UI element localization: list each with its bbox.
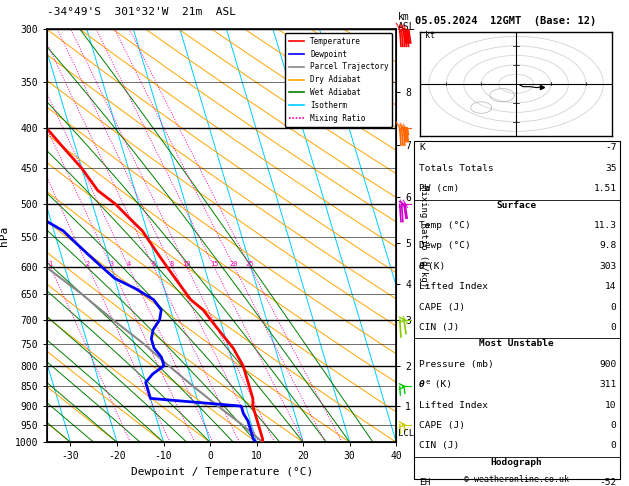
- Text: 1: 1: [48, 261, 52, 267]
- Text: /: /: [401, 315, 411, 325]
- Text: 10: 10: [605, 400, 616, 410]
- Text: (K): (K): [428, 262, 445, 271]
- Text: Most Unstable: Most Unstable: [479, 339, 554, 348]
- Y-axis label: hPa: hPa: [0, 226, 9, 246]
- Text: PW (cm): PW (cm): [419, 184, 459, 193]
- Text: K: K: [419, 143, 425, 153]
- Text: 4: 4: [126, 261, 131, 267]
- Text: /: /: [401, 123, 411, 133]
- Text: Pressure (mb): Pressure (mb): [419, 360, 494, 369]
- Text: 14: 14: [605, 282, 616, 291]
- Text: CIN (J): CIN (J): [419, 323, 459, 332]
- Text: e: e: [425, 261, 430, 267]
- Text: 20: 20: [230, 261, 238, 267]
- Text: Hodograph: Hodograph: [491, 458, 543, 467]
- Text: 25: 25: [246, 261, 254, 267]
- Text: Surface: Surface: [497, 201, 537, 209]
- Text: 3: 3: [109, 261, 113, 267]
- Text: LCL: LCL: [398, 429, 415, 438]
- Text: Lifted Index: Lifted Index: [419, 282, 488, 291]
- Text: 05.05.2024  12GMT  (Base: 12): 05.05.2024 12GMT (Base: 12): [415, 16, 596, 26]
- Text: -34°49'S  301°32'W  21m  ASL: -34°49'S 301°32'W 21m ASL: [47, 7, 236, 17]
- Text: CAPE (J): CAPE (J): [419, 303, 465, 312]
- Text: -52: -52: [599, 478, 616, 486]
- Text: e: e: [425, 379, 430, 385]
- Text: /: /: [398, 122, 408, 132]
- Text: 311: 311: [599, 380, 616, 389]
- Text: (K): (K): [429, 380, 452, 389]
- Text: 1.51: 1.51: [593, 184, 616, 193]
- Text: CIN (J): CIN (J): [419, 441, 459, 451]
- Text: 9.8: 9.8: [599, 242, 616, 250]
- Text: Totals Totals: Totals Totals: [419, 164, 494, 173]
- Text: 303: 303: [599, 262, 616, 271]
- X-axis label: Dewpoint / Temperature (°C): Dewpoint / Temperature (°C): [131, 467, 313, 477]
- Text: /: /: [398, 23, 408, 33]
- Text: 35: 35: [605, 164, 616, 173]
- Text: 0: 0: [611, 323, 616, 332]
- Text: km: km: [398, 12, 409, 22]
- Legend: Temperature, Dewpoint, Parcel Trajectory, Dry Adiabat, Wet Adiabat, Isotherm, Mi: Temperature, Dewpoint, Parcel Trajectory…: [285, 33, 392, 126]
- Text: /: /: [395, 121, 404, 131]
- Text: 2: 2: [86, 261, 90, 267]
- Text: kt: kt: [425, 31, 435, 40]
- Text: 15: 15: [210, 261, 218, 267]
- Text: -7: -7: [605, 143, 616, 153]
- Text: 0: 0: [611, 303, 616, 312]
- Text: 0: 0: [611, 441, 616, 451]
- Text: 0: 0: [611, 421, 616, 430]
- Text: /: /: [401, 24, 411, 34]
- Text: θ: θ: [419, 262, 425, 271]
- Text: /: /: [395, 22, 404, 32]
- Text: /: /: [398, 199, 408, 208]
- Y-axis label: Mixing Ratio (g/kg): Mixing Ratio (g/kg): [419, 185, 428, 287]
- Text: EH: EH: [419, 478, 430, 486]
- Text: 10: 10: [182, 261, 191, 267]
- Text: Temp (°C): Temp (°C): [419, 221, 470, 230]
- Text: 11.3: 11.3: [593, 221, 616, 230]
- Text: 8: 8: [170, 261, 174, 267]
- Text: 6: 6: [152, 261, 156, 267]
- Text: CAPE (J): CAPE (J): [419, 421, 465, 430]
- Text: Lifted Index: Lifted Index: [419, 400, 488, 410]
- Text: 900: 900: [599, 360, 616, 369]
- Text: θ: θ: [419, 380, 425, 389]
- Text: Dewp (°C): Dewp (°C): [419, 242, 470, 250]
- Text: © weatheronline.co.uk: © weatheronline.co.uk: [464, 474, 569, 484]
- Text: ASL: ASL: [398, 21, 415, 32]
- Text: /: /: [401, 200, 411, 209]
